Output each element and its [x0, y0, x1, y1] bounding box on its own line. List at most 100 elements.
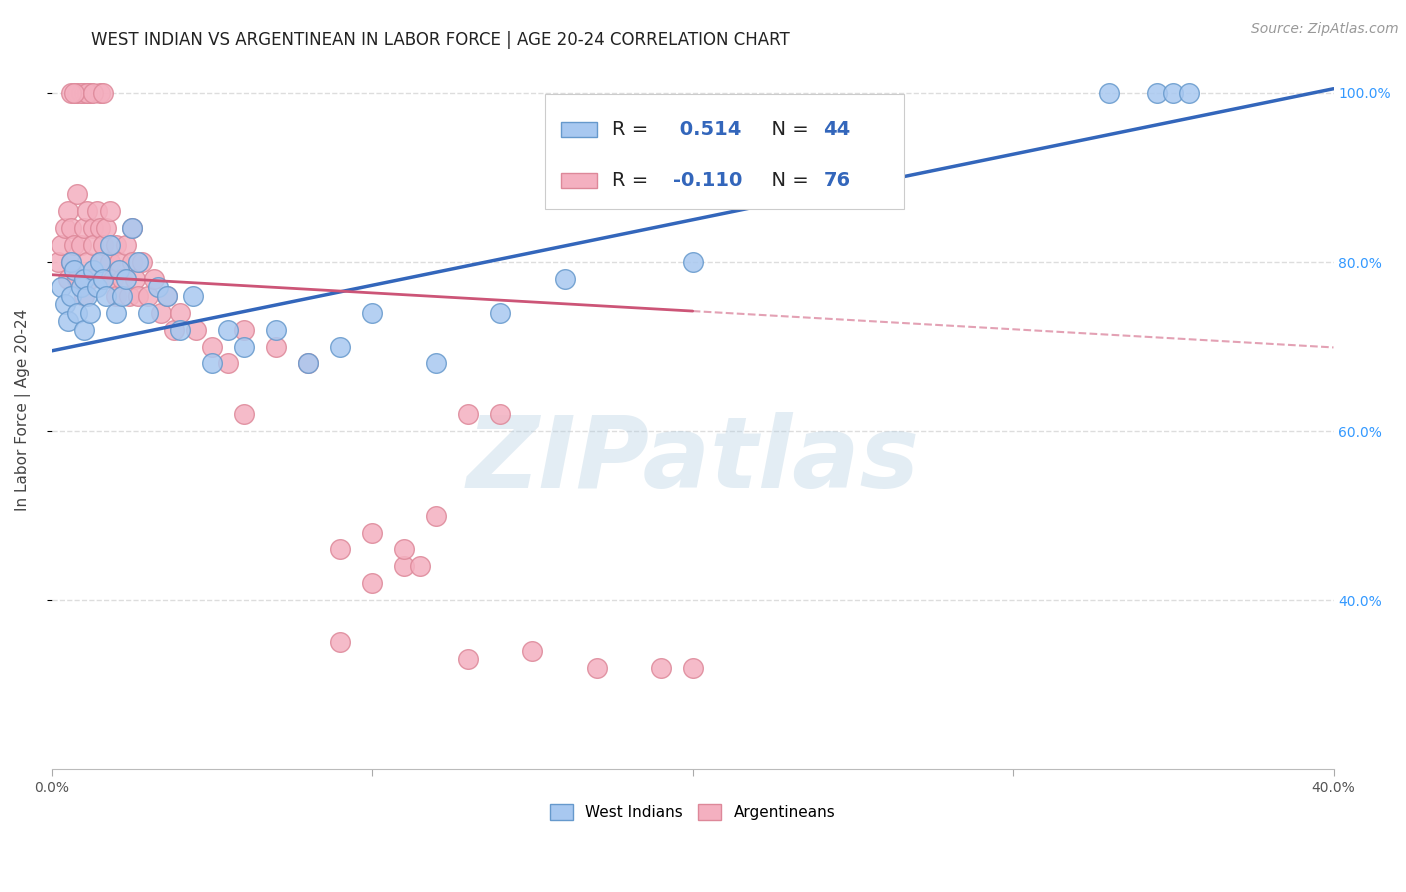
Text: R =: R = — [612, 171, 654, 190]
Point — [104, 289, 127, 303]
Point — [1146, 86, 1168, 100]
Text: N =: N = — [759, 120, 815, 139]
Point — [86, 204, 108, 219]
Point — [76, 86, 98, 100]
Point — [297, 357, 319, 371]
Point — [124, 272, 146, 286]
Point — [361, 306, 384, 320]
Point — [63, 86, 86, 100]
Point — [56, 272, 79, 286]
Point — [98, 238, 121, 252]
Text: N =: N = — [759, 171, 815, 190]
Point — [136, 306, 159, 320]
Point — [104, 306, 127, 320]
Point — [51, 238, 73, 252]
Text: -0.110: -0.110 — [673, 171, 742, 190]
Point — [169, 323, 191, 337]
Point — [361, 525, 384, 540]
Point — [46, 255, 69, 269]
Bar — [546, 94, 904, 209]
Point — [127, 289, 149, 303]
Point — [79, 272, 101, 286]
Text: ZIPatlas: ZIPatlas — [467, 412, 920, 508]
Point — [73, 323, 96, 337]
Point — [682, 661, 704, 675]
Point — [98, 204, 121, 219]
Point — [425, 508, 447, 523]
Point — [184, 323, 207, 337]
Point — [79, 86, 101, 100]
Point — [51, 280, 73, 294]
Point — [233, 340, 256, 354]
Point — [156, 289, 179, 303]
Point — [56, 204, 79, 219]
Point — [1161, 86, 1184, 100]
Point — [297, 357, 319, 371]
Point — [1098, 86, 1121, 100]
Point — [79, 306, 101, 320]
Point — [111, 289, 134, 303]
Point — [91, 86, 114, 100]
Point — [69, 280, 91, 294]
Point — [98, 255, 121, 269]
Point — [201, 357, 224, 371]
Point — [66, 306, 89, 320]
Point — [76, 289, 98, 303]
Point — [425, 357, 447, 371]
Point — [394, 559, 416, 574]
Point — [114, 238, 136, 252]
Point — [457, 652, 479, 666]
Point — [60, 221, 83, 235]
Point — [60, 255, 83, 269]
Point — [457, 407, 479, 421]
Point — [329, 635, 352, 649]
Point — [394, 542, 416, 557]
Point — [53, 221, 76, 235]
Point — [66, 187, 89, 202]
Point — [101, 272, 124, 286]
Point — [489, 306, 512, 320]
Point — [136, 289, 159, 303]
Point — [233, 323, 256, 337]
Point — [121, 221, 143, 235]
Point — [585, 661, 607, 675]
Point — [56, 314, 79, 328]
Legend: West Indians, Argentineans: West Indians, Argentineans — [544, 798, 841, 826]
Point — [69, 86, 91, 100]
Point — [91, 272, 114, 286]
Point — [121, 221, 143, 235]
Point — [329, 340, 352, 354]
Point — [76, 204, 98, 219]
Point — [233, 407, 256, 421]
Point — [96, 289, 118, 303]
Point — [217, 357, 239, 371]
Point — [522, 644, 544, 658]
Point — [89, 255, 111, 269]
Point — [1178, 86, 1201, 100]
Point — [60, 86, 83, 100]
FancyBboxPatch shape — [561, 122, 596, 137]
Point — [96, 221, 118, 235]
Point — [53, 297, 76, 311]
Point — [121, 255, 143, 269]
Point — [91, 272, 114, 286]
Point — [73, 272, 96, 286]
Point — [217, 323, 239, 337]
Point — [181, 289, 204, 303]
Point — [86, 280, 108, 294]
Point — [89, 221, 111, 235]
Text: R =: R = — [612, 120, 654, 139]
Point — [361, 576, 384, 591]
Text: WEST INDIAN VS ARGENTINEAN IN LABOR FORCE | AGE 20-24 CORRELATION CHART: WEST INDIAN VS ARGENTINEAN IN LABOR FORC… — [91, 31, 790, 49]
Point — [114, 272, 136, 286]
Point — [73, 86, 96, 100]
Point — [82, 221, 104, 235]
Point — [149, 306, 172, 320]
Point — [131, 255, 153, 269]
Point — [489, 407, 512, 421]
Point — [409, 559, 432, 574]
Point — [329, 542, 352, 557]
Point — [60, 289, 83, 303]
Point — [76, 255, 98, 269]
Point — [66, 272, 89, 286]
